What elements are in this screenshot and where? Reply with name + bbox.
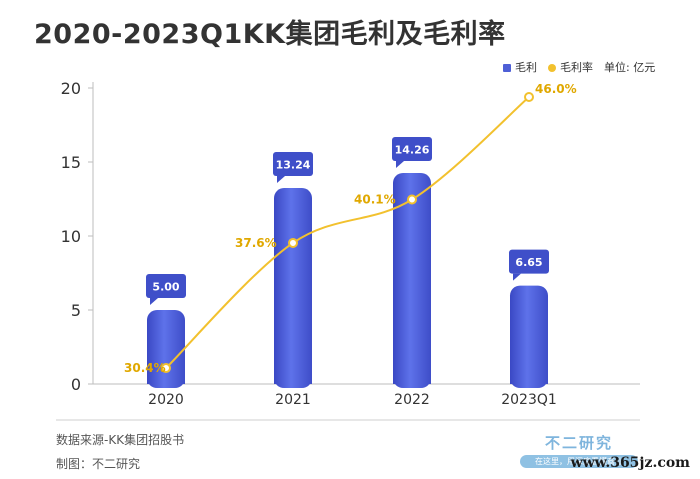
bar-label-bubble bbox=[509, 249, 549, 274]
margin-value-label: 30.4% bbox=[124, 361, 166, 375]
y-tick-label: 0 bbox=[71, 375, 81, 394]
brand-logo: 不二研究 在这里，用深度看懂商业 bbox=[520, 432, 638, 468]
x-tick-label: 2022 bbox=[394, 392, 430, 408]
legend-item-gross-profit: 毛利 bbox=[503, 59, 537, 75]
bar-label-pointer bbox=[396, 160, 404, 168]
bar-base bbox=[274, 378, 312, 384]
bar-base bbox=[147, 378, 185, 384]
bar-value-label: 14.26 bbox=[395, 143, 430, 156]
bar-base bbox=[510, 378, 548, 384]
bar-label-bubble bbox=[273, 152, 313, 177]
margin-point bbox=[161, 363, 171, 374]
y-tick-label: 20 bbox=[61, 79, 81, 98]
margin-line bbox=[165, 96, 530, 369]
legend-swatch-dot-icon bbox=[548, 64, 556, 72]
data-source: 数据来源-KK集团招股书 bbox=[56, 433, 185, 447]
bar bbox=[510, 285, 548, 388]
bar-value-label: 6.65 bbox=[515, 256, 542, 269]
margin-value-label: 37.6% bbox=[235, 236, 277, 250]
bar-base bbox=[393, 378, 431, 384]
chart-title: 2020-2023Q1KK集团毛利及毛利率 bbox=[34, 19, 506, 50]
legend-label-gross-profit: 毛利 bbox=[515, 61, 537, 74]
x-tick-label: 2020 bbox=[148, 392, 184, 408]
bar bbox=[274, 188, 312, 388]
legend-swatch-bar-icon bbox=[503, 64, 511, 72]
y-tick-label: 15 bbox=[61, 153, 81, 172]
margin-value-label: 40.1% bbox=[354, 193, 396, 207]
bar bbox=[393, 172, 431, 388]
site-watermark: www.365jz.com bbox=[570, 455, 690, 471]
bar-label-pointer bbox=[277, 176, 285, 184]
margin-point bbox=[407, 194, 417, 205]
bar-label-bubble bbox=[146, 274, 186, 298]
y-tick-label: 5 bbox=[71, 301, 81, 320]
brand-slogan: 在这里，用深度看懂商业 bbox=[520, 455, 638, 468]
bar-label-bubble bbox=[392, 136, 432, 161]
bar-value-label: 5.00 bbox=[152, 281, 179, 294]
bar-value-label: 13.24 bbox=[276, 159, 311, 172]
chart-credit: 制图：不二研究 bbox=[56, 457, 141, 471]
y-tick-label: 10 bbox=[61, 227, 81, 246]
x-tick-label: 2021 bbox=[275, 392, 311, 408]
legend-item-gross-margin: 毛利率 bbox=[548, 59, 593, 75]
bar-label-pointer bbox=[150, 298, 158, 305]
margin-point bbox=[524, 92, 534, 102]
unit-label: 单位: 亿元 bbox=[604, 61, 656, 74]
brand-name: 不二研究 bbox=[544, 434, 613, 452]
legend-label-gross-margin: 毛利率 bbox=[560, 61, 593, 74]
bar-label-pointer bbox=[513, 273, 521, 281]
bar bbox=[147, 310, 185, 388]
x-tick-label: 2023Q1 bbox=[501, 392, 557, 408]
margin-point bbox=[288, 237, 298, 248]
margin-value-label: 46.0% bbox=[535, 82, 577, 96]
